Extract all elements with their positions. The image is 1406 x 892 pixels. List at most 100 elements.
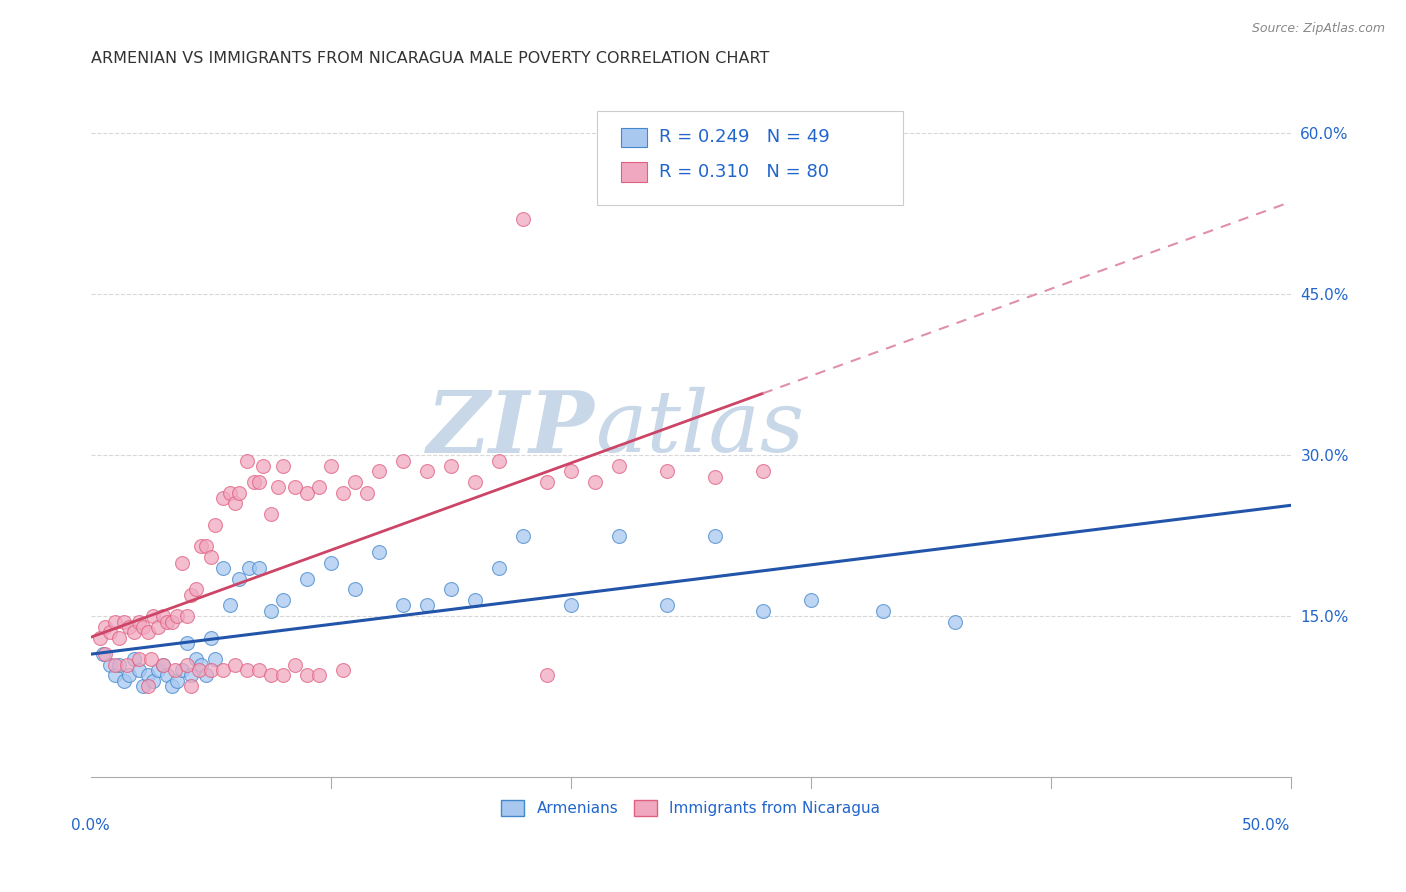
Point — [204, 652, 226, 666]
Point — [943, 615, 966, 629]
Point — [194, 668, 217, 682]
Point — [367, 464, 389, 478]
Point — [235, 663, 257, 677]
Point — [512, 211, 534, 226]
Point — [180, 668, 202, 682]
Point — [343, 582, 366, 597]
Point — [252, 458, 274, 473]
Point — [536, 668, 558, 682]
Point — [319, 458, 342, 473]
Point — [186, 652, 208, 666]
Point — [136, 668, 159, 682]
Point — [115, 657, 138, 672]
Point — [259, 604, 281, 618]
Legend: Armenians, Immigrants from Nicaragua: Armenians, Immigrants from Nicaragua — [495, 794, 886, 822]
Text: 50.0%: 50.0% — [1243, 818, 1291, 833]
FancyBboxPatch shape — [598, 111, 903, 205]
Y-axis label: Male Poverty: Male Poverty — [0, 379, 7, 478]
Point — [166, 609, 188, 624]
Text: Source: ZipAtlas.com: Source: ZipAtlas.com — [1251, 22, 1385, 36]
Point — [464, 475, 486, 489]
Point — [271, 668, 294, 682]
Point — [295, 572, 318, 586]
Point — [267, 480, 290, 494]
Text: R = 0.249   N = 49: R = 0.249 N = 49 — [659, 128, 830, 146]
Point — [332, 485, 354, 500]
Point — [104, 668, 127, 682]
Point — [136, 625, 159, 640]
Text: atlas: atlas — [595, 387, 804, 469]
Point — [180, 679, 202, 693]
Point — [367, 545, 389, 559]
Point — [356, 485, 378, 500]
Point — [271, 593, 294, 607]
Point — [176, 636, 198, 650]
Point — [194, 540, 217, 554]
Point — [703, 529, 725, 543]
Point — [118, 668, 141, 682]
Point — [211, 491, 233, 505]
Point — [228, 572, 250, 586]
Point — [139, 652, 162, 666]
Point — [152, 657, 174, 672]
Point — [607, 458, 630, 473]
Point — [142, 673, 165, 688]
Point — [166, 673, 188, 688]
Point — [94, 620, 117, 634]
Point — [872, 604, 894, 618]
Point — [132, 679, 155, 693]
Point — [200, 663, 222, 677]
Point — [122, 625, 145, 640]
Point — [91, 647, 114, 661]
Point — [112, 673, 135, 688]
Point — [343, 475, 366, 489]
Point — [200, 550, 222, 565]
Point — [235, 453, 257, 467]
Point — [703, 469, 725, 483]
Point — [439, 458, 461, 473]
Point — [118, 620, 141, 634]
Point — [152, 657, 174, 672]
Point — [142, 609, 165, 624]
FancyBboxPatch shape — [621, 128, 647, 147]
Point — [512, 529, 534, 543]
Point — [204, 517, 226, 532]
Point — [228, 485, 250, 500]
Point — [391, 453, 413, 467]
Point — [163, 663, 186, 677]
Point — [156, 615, 179, 629]
Point — [170, 556, 193, 570]
Point — [308, 480, 330, 494]
Point — [218, 599, 240, 613]
Text: R = 0.310   N = 80: R = 0.310 N = 80 — [659, 163, 830, 181]
Point — [800, 593, 823, 607]
Point — [94, 647, 117, 661]
Point — [132, 620, 155, 634]
Point — [190, 540, 212, 554]
Point — [176, 609, 198, 624]
Text: ARMENIAN VS IMMIGRANTS FROM NICARAGUA MALE POVERTY CORRELATION CHART: ARMENIAN VS IMMIGRANTS FROM NICARAGUA MA… — [90, 51, 769, 66]
Point — [224, 657, 246, 672]
Point — [488, 453, 510, 467]
Point — [247, 663, 270, 677]
Point — [751, 464, 773, 478]
Point — [295, 668, 318, 682]
Point — [186, 582, 208, 597]
Point — [98, 625, 121, 640]
Point — [176, 657, 198, 672]
Point — [211, 561, 233, 575]
Point — [655, 599, 678, 613]
Point — [488, 561, 510, 575]
Point — [170, 663, 193, 677]
Point — [187, 663, 209, 677]
Point — [243, 475, 266, 489]
Point — [180, 588, 202, 602]
Point — [146, 620, 169, 634]
Point — [560, 599, 582, 613]
Point — [259, 668, 281, 682]
Point — [439, 582, 461, 597]
Point — [415, 599, 437, 613]
FancyBboxPatch shape — [621, 162, 647, 182]
Point — [224, 496, 246, 510]
Point — [122, 652, 145, 666]
